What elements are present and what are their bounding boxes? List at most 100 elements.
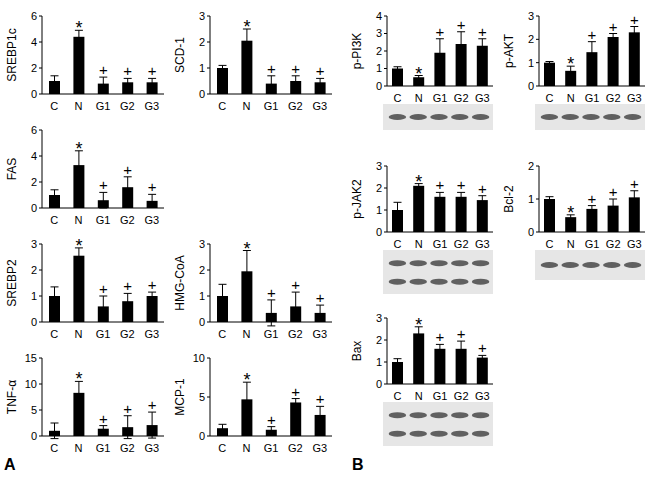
svg-text:+: + [588, 26, 597, 43]
svg-text:G1: G1 [264, 100, 279, 112]
svg-text:G3: G3 [144, 328, 159, 340]
svg-text:C: C [218, 100, 226, 112]
svg-text:1: 1 [528, 193, 534, 205]
svg-text:*: * [75, 369, 82, 389]
svg-text:1: 1 [31, 290, 37, 302]
svg-text:N: N [567, 238, 575, 250]
svg-text:1: 1 [376, 62, 382, 74]
svg-text:*: * [75, 139, 82, 159]
svg-text:SREBP2: SREBP2 [8, 259, 19, 307]
svg-text:0: 0 [376, 378, 382, 390]
svg-text:N: N [415, 92, 423, 104]
svg-text:3: 3 [376, 27, 382, 39]
svg-text:+: + [436, 176, 445, 193]
svg-text:2: 2 [199, 36, 205, 48]
svg-text:3: 3 [199, 238, 205, 250]
svg-text:C: C [218, 328, 226, 340]
svg-text:+: + [478, 339, 487, 356]
svg-text:C: C [394, 238, 402, 250]
svg-text:G3: G3 [475, 92, 490, 104]
svg-text:+: + [457, 16, 466, 33]
svg-text:+: + [588, 190, 597, 207]
svg-text:2: 2 [528, 33, 534, 45]
svg-text:N: N [75, 100, 83, 112]
svg-text:*: * [75, 18, 82, 38]
svg-text:G1: G1 [264, 328, 279, 340]
svg-text:+: + [267, 60, 276, 77]
svg-text:MCP-1: MCP-1 [173, 378, 187, 416]
svg-text:0: 0 [528, 80, 534, 92]
svg-text:+: + [148, 62, 157, 79]
svg-text:2: 2 [376, 334, 382, 346]
svg-text:FAS: FAS [8, 158, 19, 181]
svg-text:1: 1 [376, 204, 382, 216]
svg-text:N: N [415, 238, 423, 250]
svg-text:4: 4 [31, 150, 37, 162]
svg-text:2: 2 [199, 264, 205, 276]
svg-text:C: C [50, 100, 58, 112]
svg-text:*: * [415, 64, 422, 84]
svg-text:+: + [436, 23, 445, 40]
svg-text:+: + [123, 400, 132, 417]
svg-text:+: + [99, 280, 108, 297]
svg-text:+: + [123, 277, 132, 294]
svg-text:G1: G1 [96, 214, 111, 226]
svg-text:+: + [123, 62, 132, 79]
svg-text:+: + [291, 276, 300, 293]
svg-text:0: 0 [376, 80, 382, 92]
svg-text:*: * [243, 239, 250, 259]
svg-text:0: 0 [199, 88, 205, 100]
svg-text:G2: G2 [606, 238, 621, 250]
svg-text:3: 3 [376, 312, 382, 324]
svg-text:0: 0 [199, 316, 205, 328]
svg-text:3: 3 [199, 10, 205, 22]
svg-text:N: N [243, 328, 251, 340]
svg-text:HMG-CoA: HMG-CoA [173, 255, 187, 310]
svg-text:G1: G1 [96, 442, 111, 454]
svg-text:+: + [457, 325, 466, 342]
svg-text:p-JAK2: p-JAK2 [350, 179, 364, 219]
svg-text:+: + [609, 183, 618, 200]
svg-text:G2: G2 [288, 442, 303, 454]
svg-text:2: 2 [31, 176, 37, 188]
svg-text:G3: G3 [627, 238, 642, 250]
svg-text:+: + [291, 60, 300, 77]
svg-text:G3: G3 [627, 92, 642, 104]
svg-text:+: + [291, 383, 300, 400]
svg-text:G3: G3 [144, 214, 159, 226]
svg-text:N: N [243, 100, 251, 112]
svg-text:N: N [75, 214, 83, 226]
svg-text:2: 2 [528, 160, 534, 172]
svg-text:+: + [148, 396, 157, 413]
svg-text:G1: G1 [96, 328, 111, 340]
svg-text:3: 3 [376, 160, 382, 172]
svg-text:3: 3 [31, 238, 37, 250]
svg-text:+: + [316, 289, 325, 306]
svg-text:15: 15 [25, 352, 37, 364]
svg-text:G2: G2 [288, 328, 303, 340]
svg-text:+: + [478, 23, 487, 40]
svg-text:G1: G1 [96, 100, 111, 112]
svg-text:Bcl-2: Bcl-2 [502, 185, 516, 213]
svg-text:2: 2 [376, 45, 382, 57]
svg-text:G2: G2 [606, 92, 621, 104]
svg-text:0: 0 [528, 226, 534, 238]
svg-text:G2: G2 [120, 442, 135, 454]
svg-text:N: N [75, 442, 83, 454]
svg-text:G1: G1 [433, 238, 448, 250]
svg-text:C: C [50, 442, 58, 454]
svg-text:5: 5 [31, 404, 37, 416]
svg-text:+: + [148, 276, 157, 293]
svg-text:+: + [630, 11, 639, 28]
svg-text:+: + [123, 161, 132, 178]
svg-text:G1: G1 [585, 238, 600, 250]
svg-text:N: N [243, 442, 251, 454]
svg-text:0: 0 [31, 88, 37, 100]
svg-text:5: 5 [199, 391, 205, 403]
svg-text:2: 2 [31, 62, 37, 74]
svg-text:+: + [267, 411, 276, 428]
svg-text:C: C [394, 92, 402, 104]
svg-text:0: 0 [376, 226, 382, 238]
svg-text:*: * [243, 370, 250, 390]
svg-text:*: * [243, 17, 250, 37]
